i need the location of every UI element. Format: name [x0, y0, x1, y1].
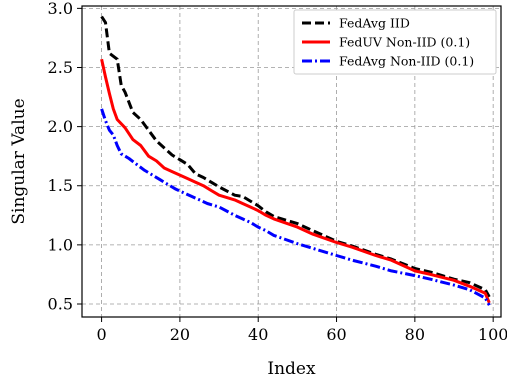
y-tick-label: 1.5	[48, 176, 73, 195]
y-tick-label: 1.0	[48, 235, 73, 254]
y-axis-title: Singular Value	[9, 98, 29, 224]
y-tick-label: 3.0	[48, 0, 73, 18]
axis-ticks: 0 20 40 60 80 100 0.5 1.0 1.5 2.0 2.5 3.0	[48, 0, 507, 344]
x-tick-label: 60	[326, 325, 346, 344]
legend-box	[293, 9, 497, 75]
legend-label: FedAvg Non-IID (0.1)	[339, 54, 474, 69]
series-lines	[100, 15, 491, 306]
series-line-2	[100, 58, 491, 304]
x-tick-label: 100	[478, 325, 507, 344]
series-line-3	[100, 108, 491, 306]
y-tick-label: 2.5	[48, 58, 73, 77]
legend-label: FedAvg IID	[339, 16, 410, 31]
y-tick-label: 2.0	[48, 117, 73, 136]
legend-label: FedUV Non-IID (0.1)	[339, 35, 470, 50]
x-tick-label: 80	[405, 325, 425, 344]
x-tick-label: 20	[170, 325, 190, 344]
x-axis-title: Index	[267, 359, 316, 379]
x-tick-label: 0	[96, 325, 106, 344]
plot-frame	[81, 5, 502, 318]
legend: FedAvg IID FedUV Non-IID (0.1) FedAvg Non-…	[293, 9, 497, 75]
y-tick-label: 0.5	[48, 294, 73, 313]
x-tick-label: 40	[248, 325, 268, 344]
